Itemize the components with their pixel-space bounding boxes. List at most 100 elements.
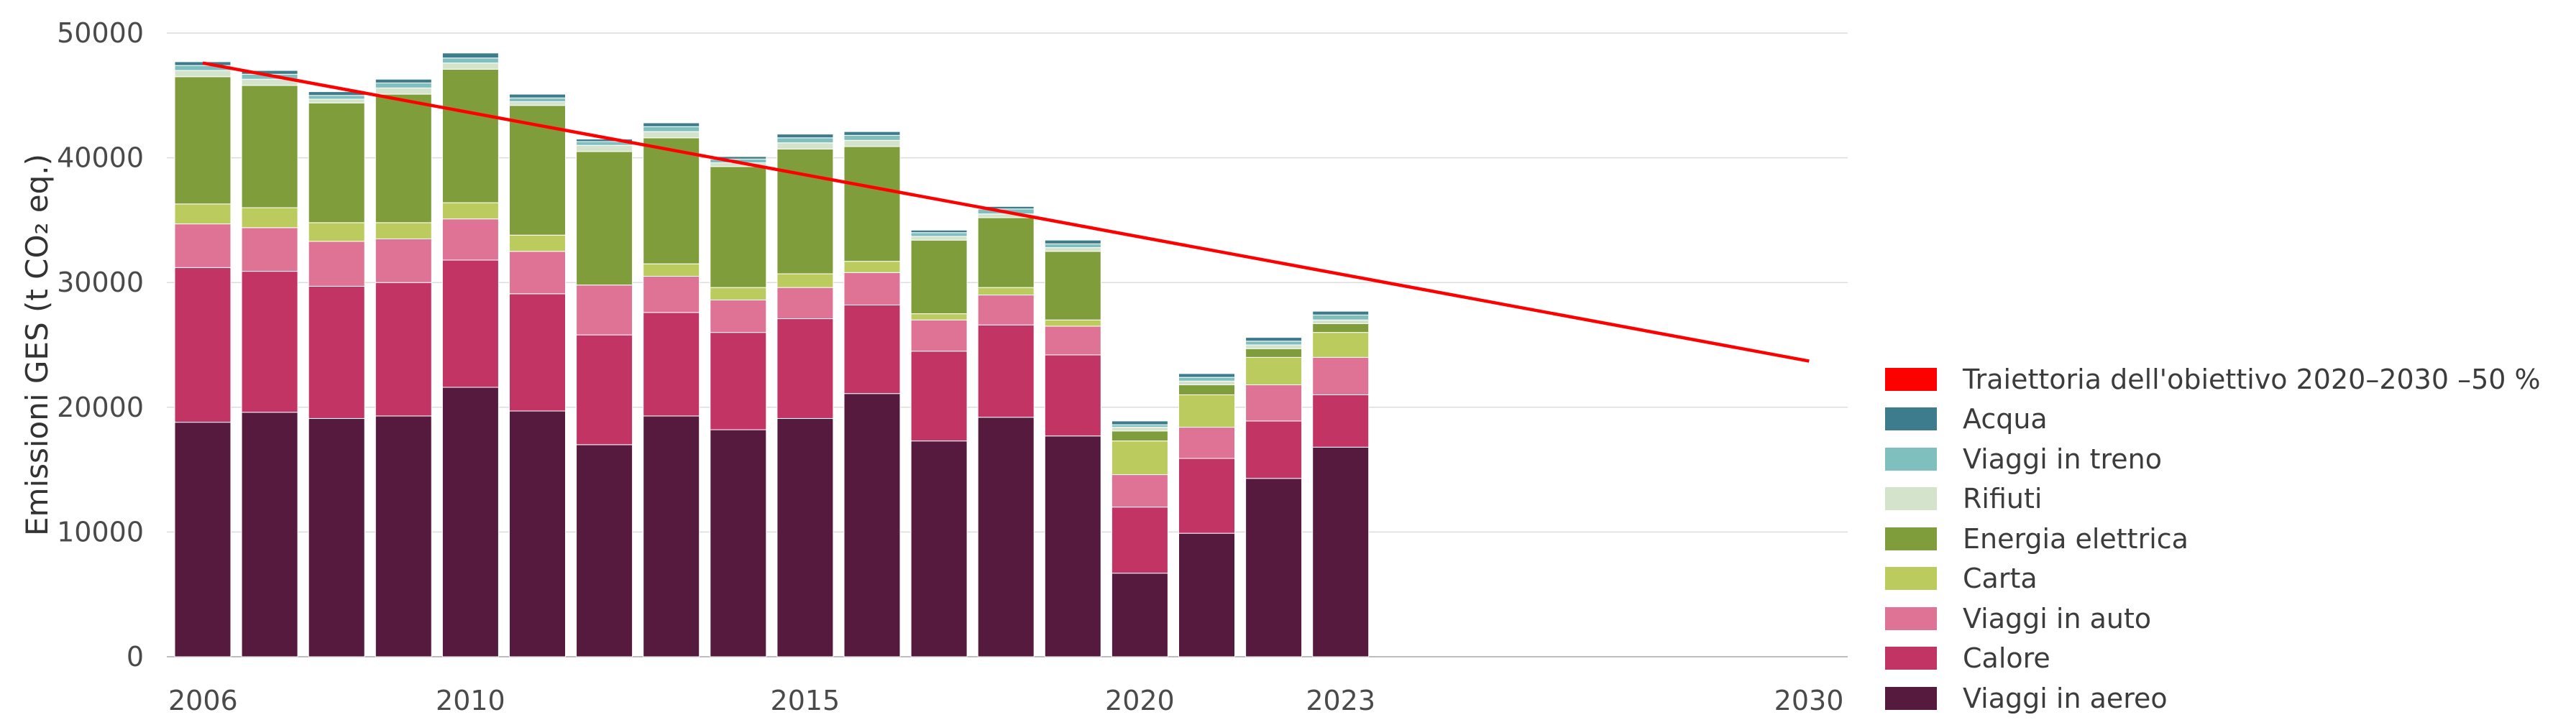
bar-stack-2018 <box>977 206 1035 657</box>
bar-segment <box>308 102 365 223</box>
bar-segment <box>643 415 700 657</box>
bar-segment <box>1245 420 1303 479</box>
bar-stack-2010 <box>441 52 499 657</box>
y-tick-label: 50000 <box>57 17 144 49</box>
bar-segment <box>1245 344 1303 349</box>
bar-segment <box>910 351 968 442</box>
legend-swatch <box>1885 567 1937 591</box>
y-tick-label: 0 <box>127 641 144 673</box>
bar-segment <box>509 93 566 98</box>
bar-stack-2022 <box>1245 337 1303 657</box>
bar-segment <box>441 63 499 70</box>
bar-segment <box>308 417 365 657</box>
bar-segment <box>1178 380 1235 386</box>
bar-segment <box>441 218 499 261</box>
bar-segment <box>174 422 232 657</box>
bar-segment <box>1312 394 1370 448</box>
bar-segment <box>843 261 901 273</box>
bar-segment <box>1111 440 1168 476</box>
bar-segment <box>1044 243 1101 249</box>
bar-segment <box>1111 507 1168 574</box>
bar-segment <box>1312 314 1370 320</box>
bar-segment <box>643 137 700 264</box>
legend-label: Rifiuti <box>1963 483 2043 515</box>
bar-segment <box>776 148 834 274</box>
bar-segment <box>509 101 566 106</box>
bar-segment <box>643 312 700 417</box>
bar-stack-2019 <box>1044 239 1101 657</box>
x-tick-label: 2023 <box>1306 685 1375 716</box>
bar-stack-2007 <box>241 70 298 657</box>
bar-segment <box>1111 424 1168 428</box>
legend-label: Calore <box>1963 642 2050 675</box>
legend-swatch <box>1885 407 1937 431</box>
bar-segment <box>643 122 700 127</box>
bar-segment <box>375 282 432 417</box>
bar-stack-2020 <box>1111 420 1168 657</box>
bar-segment <box>241 207 298 228</box>
bar-segment <box>308 241 365 287</box>
bar-segment <box>509 251 566 295</box>
bar-segment <box>843 131 901 136</box>
legend-item: Calore <box>1885 639 2541 679</box>
bar-segment <box>1312 332 1370 358</box>
bar-segment <box>174 76 232 205</box>
bar-segment <box>710 429 767 657</box>
bar-stack-2016 <box>843 131 901 657</box>
bar-segment <box>776 287 834 320</box>
bar-segment <box>977 324 1035 418</box>
legend-swatch <box>1885 647 1937 670</box>
bar-segment <box>776 137 834 144</box>
bar-segment <box>776 142 834 149</box>
bar-segment <box>776 318 834 419</box>
bar-segment <box>241 412 298 657</box>
legend-item: Viaggi in auto <box>1885 599 2541 639</box>
target-line <box>202 61 1810 363</box>
bar-stack-2023 <box>1312 310 1370 657</box>
target-trajectory <box>202 61 1810 363</box>
bar-stack-2014 <box>710 156 767 657</box>
legend-label: Traiettoria dell'obiettivo 2020–2030 –50… <box>1963 363 2541 395</box>
bar-stack-2021 <box>1178 373 1235 657</box>
bar-segment <box>375 78 432 83</box>
bar-stack-2008 <box>308 91 365 657</box>
legend-swatch <box>1885 686 1937 710</box>
x-tick-label: 2020 <box>1105 685 1175 716</box>
legend-swatch <box>1885 367 1937 391</box>
bar-segment <box>643 263 700 277</box>
bar-stacks <box>174 52 1370 657</box>
bar-segment <box>174 70 232 78</box>
bar-segment <box>441 387 499 657</box>
bar-stack-2009 <box>375 78 432 657</box>
bar-segment <box>441 68 499 203</box>
bar-segment <box>375 87 432 95</box>
bar-segment <box>1111 427 1168 432</box>
y-axis-label: Emissioni GES (t CO₂ eq.) <box>19 154 55 536</box>
bar-segment <box>1245 337 1303 342</box>
bar-segment <box>509 234 566 252</box>
bar-segment <box>308 95 365 100</box>
bar-segment <box>710 287 767 301</box>
legend-swatch <box>1885 487 1937 511</box>
bar-segment <box>1245 356 1303 386</box>
x-tick-label: 2015 <box>771 685 840 716</box>
bar-segment <box>1178 394 1235 428</box>
bar-segment <box>843 393 901 657</box>
bar-segment <box>1044 247 1101 252</box>
bar-segment <box>1245 384 1303 422</box>
bar-segment <box>843 272 901 305</box>
bar-segment <box>1044 239 1101 244</box>
bar-segment <box>241 271 298 413</box>
legend-label: Viaggi in aereo <box>1963 682 2168 714</box>
legend-swatch <box>1885 527 1937 550</box>
bar-segment <box>910 313 968 320</box>
bar-segment <box>576 151 633 286</box>
bar-segment <box>375 82 432 88</box>
legend: Traiettoria dell'obiettivo 2020–2030 –50… <box>1885 359 2541 719</box>
bar-segment <box>977 217 1035 288</box>
bar-stack-2013 <box>643 122 700 657</box>
bar-segment <box>910 239 968 315</box>
legend-item: Acqua <box>1885 400 2541 440</box>
bar-segment <box>1245 348 1303 358</box>
